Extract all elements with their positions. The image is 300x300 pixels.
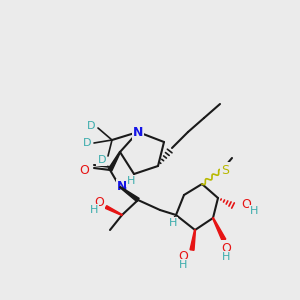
Text: O: O [221,242,231,254]
Text: H: H [127,176,135,186]
Text: O: O [94,196,104,208]
Polygon shape [120,187,139,202]
Polygon shape [108,152,120,171]
Text: H: H [222,252,230,262]
Polygon shape [190,230,196,250]
Text: H: H [178,260,187,270]
Text: H: H [90,205,98,215]
Text: H: H [250,206,258,216]
Polygon shape [213,218,226,241]
Text: O: O [241,197,251,211]
Text: H: H [169,218,177,228]
Text: O: O [79,164,89,176]
Text: S: S [221,164,229,176]
Text: N: N [117,181,127,194]
Text: D: D [82,138,91,148]
Text: D: D [86,121,95,131]
Polygon shape [105,206,122,215]
Text: O: O [178,250,188,262]
Text: D: D [98,155,106,165]
Text: N: N [133,125,143,139]
